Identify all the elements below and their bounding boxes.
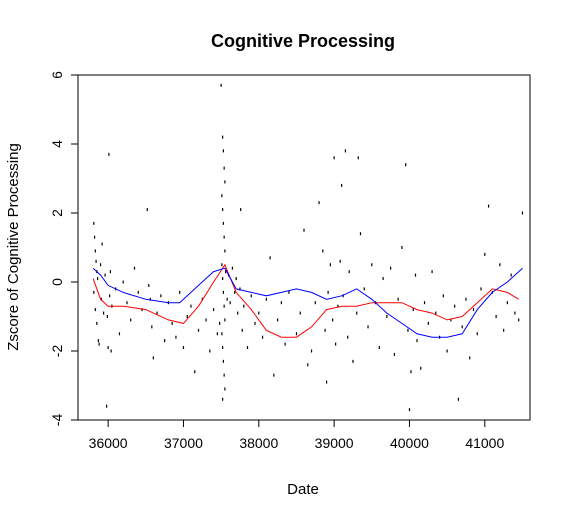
smooth-lines (92, 263, 523, 338)
y-axis: -4 -2 0 2 4 6 (49, 71, 79, 427)
x-tick-label: 39000 (315, 435, 354, 451)
y-tick-label: -4 (49, 414, 65, 427)
y-tick-label: 6 (49, 71, 65, 79)
scatter-points (93, 83, 524, 412)
series-line-blue (92, 267, 523, 338)
series-line-red (92, 263, 519, 338)
x-tick-label: 38000 (239, 435, 278, 451)
x-tick-label: 36000 (89, 435, 128, 451)
x-tick-label: 37000 (164, 435, 203, 451)
x-axis-label: Date (287, 481, 319, 498)
x-tick-label: 41000 (465, 435, 504, 451)
x-axis: 36000 37000 38000 39000 40000 41000 (89, 419, 504, 451)
x-tick-label: 40000 (390, 435, 429, 451)
chart-title: Cognitive Processing (211, 31, 395, 51)
y-tick-label: 0 (49, 278, 65, 286)
y-tick-label: 4 (49, 140, 65, 148)
y-axis-label: Zscore of Cognitive Processing (5, 143, 22, 351)
y-tick-label: 2 (49, 209, 65, 217)
y-tick-label: -2 (49, 345, 65, 358)
